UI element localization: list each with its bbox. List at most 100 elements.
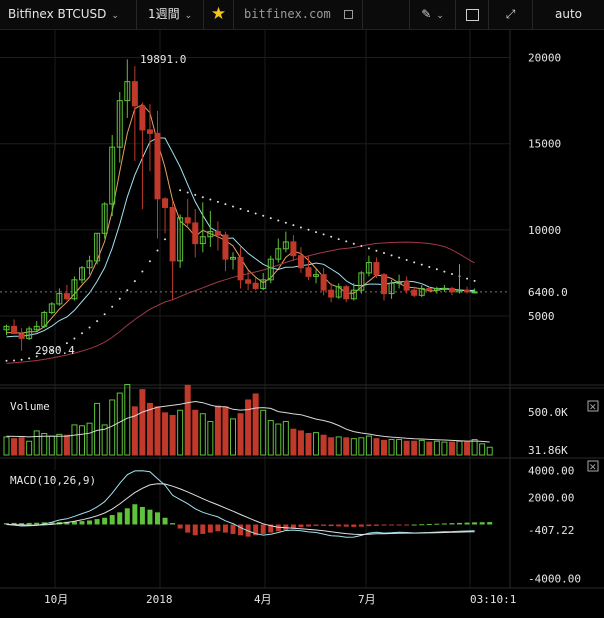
sar-dot bbox=[96, 320, 99, 323]
sar-dot bbox=[360, 245, 363, 248]
volume-bar bbox=[388, 439, 395, 456]
volume-bar bbox=[177, 409, 184, 456]
macd-histogram-bar bbox=[185, 524, 191, 533]
macd-tick-label: 4000.00 bbox=[528, 465, 574, 478]
macd-histogram-bar bbox=[64, 521, 70, 525]
sar-dot bbox=[43, 352, 46, 355]
macd-histogram-bar bbox=[4, 523, 9, 525]
sar-dot bbox=[118, 297, 121, 300]
macd-histogram-bar bbox=[132, 504, 138, 525]
chevron-down-icon: ⌄ bbox=[184, 11, 193, 21]
volume-bar bbox=[403, 440, 410, 456]
candle-body bbox=[418, 287, 425, 296]
candle-body bbox=[199, 236, 206, 245]
macd-histogram-bar bbox=[238, 524, 244, 536]
volume-bar bbox=[335, 436, 342, 456]
volume-bar bbox=[131, 406, 138, 456]
candle-body bbox=[139, 105, 146, 131]
macd-histogram-bar bbox=[373, 524, 379, 526]
sar-dot bbox=[420, 263, 423, 266]
candle-body bbox=[411, 289, 418, 296]
sar-dot bbox=[352, 242, 355, 245]
sar-dot bbox=[247, 210, 250, 213]
volume-tick-label: 500.0K bbox=[528, 406, 568, 419]
candle-body bbox=[79, 267, 85, 281]
macd-histogram-bar bbox=[404, 524, 410, 526]
macd-histogram-bar bbox=[457, 522, 462, 525]
candle-body bbox=[260, 279, 267, 289]
volume-current-label: 31.86K bbox=[528, 444, 568, 457]
sar-dot bbox=[232, 205, 234, 208]
symbol-selector[interactable]: Bitfinex BTCUSD ⌄ bbox=[0, 0, 137, 29]
sar-dot bbox=[337, 238, 340, 241]
close-volume-button[interactable] bbox=[587, 400, 599, 412]
volume-bar bbox=[71, 424, 78, 456]
volume-bar bbox=[418, 439, 425, 456]
macd-histogram-bar bbox=[170, 523, 176, 525]
macd-histogram-bar bbox=[268, 524, 274, 533]
volume-bar bbox=[18, 437, 25, 456]
macd-histogram-bar bbox=[94, 519, 100, 525]
sar-dot bbox=[50, 349, 53, 352]
sar-dot bbox=[103, 313, 106, 316]
sar-dot bbox=[413, 261, 416, 264]
sar-dot bbox=[209, 198, 212, 201]
candle-body bbox=[305, 267, 312, 277]
panel-separators bbox=[0, 30, 604, 589]
sar-dot bbox=[307, 228, 310, 231]
close-macd-button[interactable] bbox=[587, 460, 599, 472]
candle-body bbox=[18, 333, 25, 339]
candle-body bbox=[230, 256, 236, 260]
candle-body bbox=[464, 289, 471, 293]
macd-tick-label: 2000.00 bbox=[528, 492, 574, 505]
macd-title-bg bbox=[0, 470, 100, 486]
volume-bar bbox=[146, 402, 153, 456]
candle-body bbox=[426, 287, 433, 291]
macd-histogram-bar bbox=[147, 509, 153, 525]
macd-histogram-bar bbox=[426, 523, 432, 525]
volume-bar bbox=[26, 440, 33, 456]
site-link[interactable]: bitfinex.com bbox=[234, 0, 363, 29]
drawing-tool-button[interactable]: ✎ ⌄ bbox=[410, 0, 456, 29]
price-tick-label: 10000 bbox=[528, 224, 561, 237]
macd-histogram-bar bbox=[200, 524, 206, 534]
volume-bar bbox=[343, 437, 350, 456]
candle-body bbox=[41, 312, 48, 327]
macd-histogram-bar bbox=[396, 524, 402, 526]
close-icon: ✕ bbox=[589, 403, 597, 413]
sar-dot bbox=[292, 224, 295, 227]
chevron-down-icon: ⌄ bbox=[111, 11, 119, 21]
macd-histogram-bar bbox=[298, 524, 304, 528]
macd-histogram-bar bbox=[487, 522, 493, 525]
auto-scale-button[interactable]: auto bbox=[533, 0, 604, 29]
macd-histogram-bar bbox=[177, 524, 183, 529]
macd-histogram-bar bbox=[472, 522, 478, 525]
volume-bar bbox=[63, 434, 70, 456]
volume-bar bbox=[486, 446, 493, 456]
macd-histogram-bar bbox=[351, 524, 357, 527]
indicators-button[interactable] bbox=[456, 0, 489, 29]
macd-histogram-bar bbox=[230, 524, 236, 534]
star-icon[interactable]: ★ bbox=[204, 0, 234, 29]
macd-histogram-bar bbox=[419, 524, 425, 526]
candle-body bbox=[177, 217, 184, 262]
fullscreen-button[interactable]: ⤢ bbox=[489, 0, 533, 29]
macd-histogram-bar bbox=[26, 522, 32, 525]
candle-body bbox=[3, 325, 10, 331]
site-label: bitfinex.com bbox=[244, 7, 331, 21]
macd-histogram-bar bbox=[358, 524, 364, 527]
sar-dot bbox=[224, 203, 227, 206]
candle-body bbox=[320, 274, 327, 291]
volume-bar bbox=[328, 437, 335, 456]
sar-dot bbox=[315, 231, 318, 234]
candle-body bbox=[388, 282, 395, 295]
volume-bar bbox=[237, 413, 244, 456]
sar-dot bbox=[186, 191, 189, 194]
volume-bars bbox=[3, 383, 493, 456]
timeframe-selector[interactable]: 1週間 ⌄ bbox=[137, 0, 204, 29]
volume-bar bbox=[464, 441, 471, 456]
volume-average-line bbox=[6, 400, 490, 443]
macd-histogram-bar bbox=[389, 524, 395, 526]
sar-dot bbox=[88, 326, 91, 329]
